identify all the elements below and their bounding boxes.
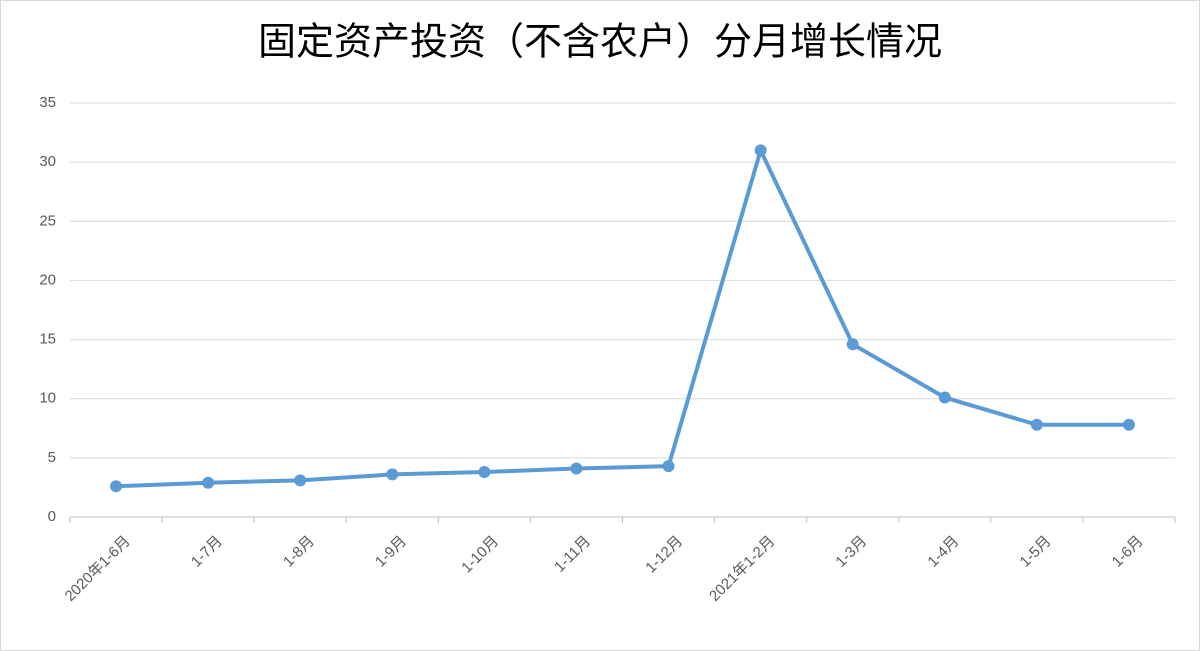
point: [1030, 418, 1043, 431]
y-tick-label: 15: [39, 331, 56, 348]
line: [115, 148, 1129, 489]
y-tick-label: 20: [39, 271, 56, 288]
y-tick-label: 25: [39, 212, 56, 229]
point: [846, 338, 859, 351]
y-tick-label: 5: [48, 449, 56, 466]
point: [110, 480, 123, 493]
y-tick-label: 30: [39, 153, 56, 170]
point: [1122, 418, 1135, 431]
point: [754, 144, 767, 157]
point: [386, 468, 399, 481]
y-tick-label: 0: [48, 508, 56, 525]
y-tick-label: 35: [39, 94, 56, 111]
point: [938, 391, 951, 404]
point: [662, 460, 675, 473]
point: [202, 476, 215, 489]
point: [478, 466, 491, 479]
chart-title: 固定资产投资（不含农户）分月增长情况: [258, 22, 942, 64]
point: [294, 474, 307, 487]
point: [570, 462, 583, 475]
y-tick-label: 10: [39, 390, 56, 407]
